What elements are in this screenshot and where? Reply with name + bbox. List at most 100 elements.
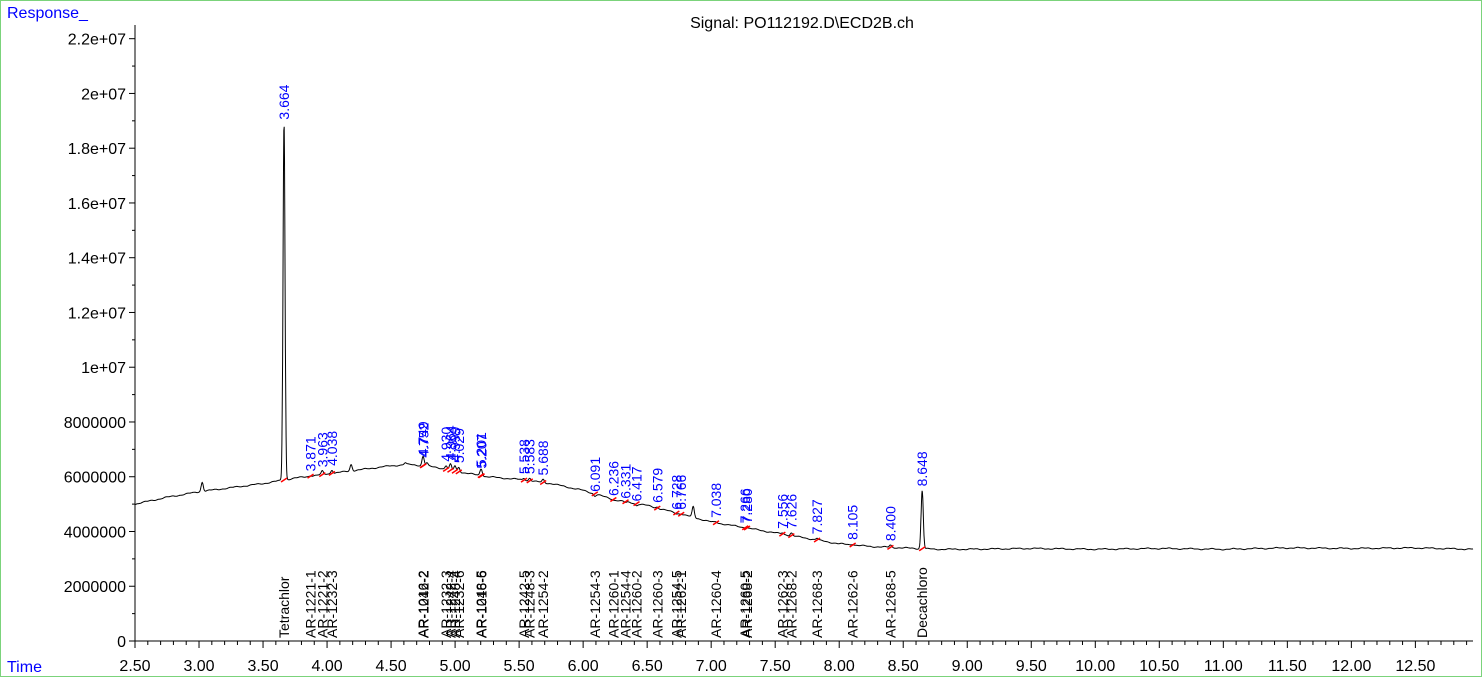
integration-marker: [787, 532, 795, 539]
compound-name-label: AR-1248-4: [447, 570, 463, 638]
peak-retention-label: 5.538: [516, 439, 532, 474]
integration-marker: [307, 473, 314, 479]
x-tick-label: 6.00: [568, 658, 599, 675]
compound-name-label: AR-1242-5: [516, 570, 532, 638]
peak-retention-label: 8.400: [882, 506, 898, 541]
compound-name-label: AR-1260-2: [629, 570, 645, 638]
integration-marker: [741, 525, 749, 531]
x-tick-label: 3.50: [247, 658, 278, 675]
compound-name-label: AR-1248-5: [473, 570, 489, 638]
compound-name-label: AR-1232-3: [324, 570, 340, 638]
integration-marker: [712, 520, 720, 526]
integration-marker: [653, 505, 661, 511]
compound-name-label: AR-1262-3: [774, 570, 790, 638]
compound-name-label: AR-1268-3: [809, 570, 825, 638]
x-tick-label: 8.50: [888, 658, 919, 675]
peak-retention-label: 6.331: [618, 463, 634, 498]
y-tick-label: 6000000: [64, 470, 126, 487]
peak-retention-label: 6.091: [587, 457, 603, 492]
x-tick-label: 6.50: [632, 658, 663, 675]
peak-retention-label: 7.266: [737, 488, 753, 523]
y-tick-label: 0: [117, 634, 126, 651]
x-tick-label: 4.50: [376, 658, 407, 675]
signal-title: Signal: PO112192.D\ECD2B.ch: [690, 15, 914, 32]
peak-retention-label: 3.871: [303, 436, 319, 471]
integration-marker: [318, 471, 326, 478]
peak-retention-label: 8.648: [914, 451, 930, 486]
integration-marker: [609, 496, 617, 503]
compound-name-label: AR-1232-6: [451, 570, 467, 638]
compound-name-label: AR-1016-6: [474, 570, 490, 638]
peak-retention-label: 4.752: [415, 422, 431, 457]
compound-name-label: AR-1254-2: [535, 570, 551, 638]
y-tick-label: 1.8e+07: [68, 141, 126, 158]
x-tick-label: 12.00: [1331, 658, 1371, 675]
peak-retention-label: 4.999: [447, 427, 463, 462]
integration-marker: [633, 501, 640, 507]
integration-marker: [451, 468, 459, 474]
peak-retention-label: 6.728: [668, 474, 684, 509]
peak-retention-label: 4.038: [324, 431, 340, 466]
integration-marker: [813, 537, 821, 543]
compound-name-label: AR-1268-2: [783, 570, 799, 638]
integration-marker: [455, 469, 463, 475]
peak-retention-label: 7.556: [774, 494, 790, 529]
peak-retention-label: 7.280: [739, 488, 755, 523]
y-tick-label: 2.2e+07: [68, 32, 126, 49]
x-tick-label: 7.00: [696, 658, 727, 675]
peak-retention-label: 6.579: [649, 468, 665, 503]
peak-retention-label: 6.417: [629, 466, 645, 501]
integration-marker: [478, 473, 486, 479]
compound-name-label: Decachloro: [914, 567, 930, 638]
x-tick-label: 3.00: [183, 658, 214, 675]
compound-name-label: AR-1232-3: [438, 570, 454, 638]
compound-name-label: AR-1254-5: [668, 570, 684, 638]
peak-retention-label: 5.201: [473, 432, 489, 467]
peak-retention-label: 5.688: [535, 440, 551, 475]
integration-marker: [447, 467, 454, 473]
compound-name-label: AR-1242-2: [415, 570, 431, 638]
x-axis-title: Time: [7, 659, 42, 676]
peak-retention-label: 4.930: [438, 427, 454, 462]
peak-retention-label: 5.207: [474, 433, 490, 468]
y-tick-label: 2e+07: [81, 86, 126, 103]
compound-name-label: AR-1260-1: [605, 570, 621, 638]
x-tick-label: 11.50: [1268, 658, 1307, 675]
integration-marker: [677, 511, 685, 517]
compound-name-label: Tetrachlor: [276, 576, 292, 638]
integration-marker: [778, 531, 786, 537]
integration-marker: [622, 499, 629, 505]
integration-marker: [520, 477, 528, 483]
compound-name-label: AR-1268-5: [882, 570, 898, 638]
peak-retention-label: 4.964: [442, 425, 458, 460]
y-tick-label: 1.4e+07: [68, 251, 126, 268]
y-tick-label: 1.2e+07: [68, 305, 126, 322]
integration-marker: [539, 479, 547, 486]
compound-name-label: AR-1221-2: [314, 570, 330, 638]
compound-label-layer: Tetrachlor AR-1221-1AR-1221-2AR-1232-3 AR-…: [276, 567, 930, 638]
integration-marker: [849, 542, 857, 548]
integration-marker: [887, 544, 894, 550]
integration-marker: [743, 525, 751, 531]
integration-marker: [328, 470, 336, 476]
x-tick-label: 9.50: [1016, 658, 1047, 675]
x-tick-label: 10.00: [1075, 658, 1115, 675]
integration-marker: [526, 478, 534, 484]
x-tick-label: 5.00: [440, 658, 471, 675]
y-axis-title: Response_: [7, 5, 89, 22]
compound-name-label: AR-1221-1: [303, 570, 319, 638]
x-tick-label: 12.50: [1395, 658, 1435, 675]
x-tick-label: 10.50: [1139, 658, 1179, 675]
x-tick-label: 4.00: [311, 658, 342, 675]
compound-name-label: AR-1268-2: [739, 570, 755, 638]
compound-name-label: AR-1016-2: [415, 570, 431, 638]
peak-retention-label: 6.236: [605, 461, 621, 496]
y-tick-label: 2000000: [64, 579, 126, 596]
x-tick-label: 9.00: [952, 658, 983, 675]
x-tick-label: 2.50: [119, 658, 150, 675]
compound-name-label: AR-1260-3: [649, 570, 665, 638]
peak-retention-label: 7.626: [783, 494, 799, 529]
integration-marker: [442, 466, 450, 472]
